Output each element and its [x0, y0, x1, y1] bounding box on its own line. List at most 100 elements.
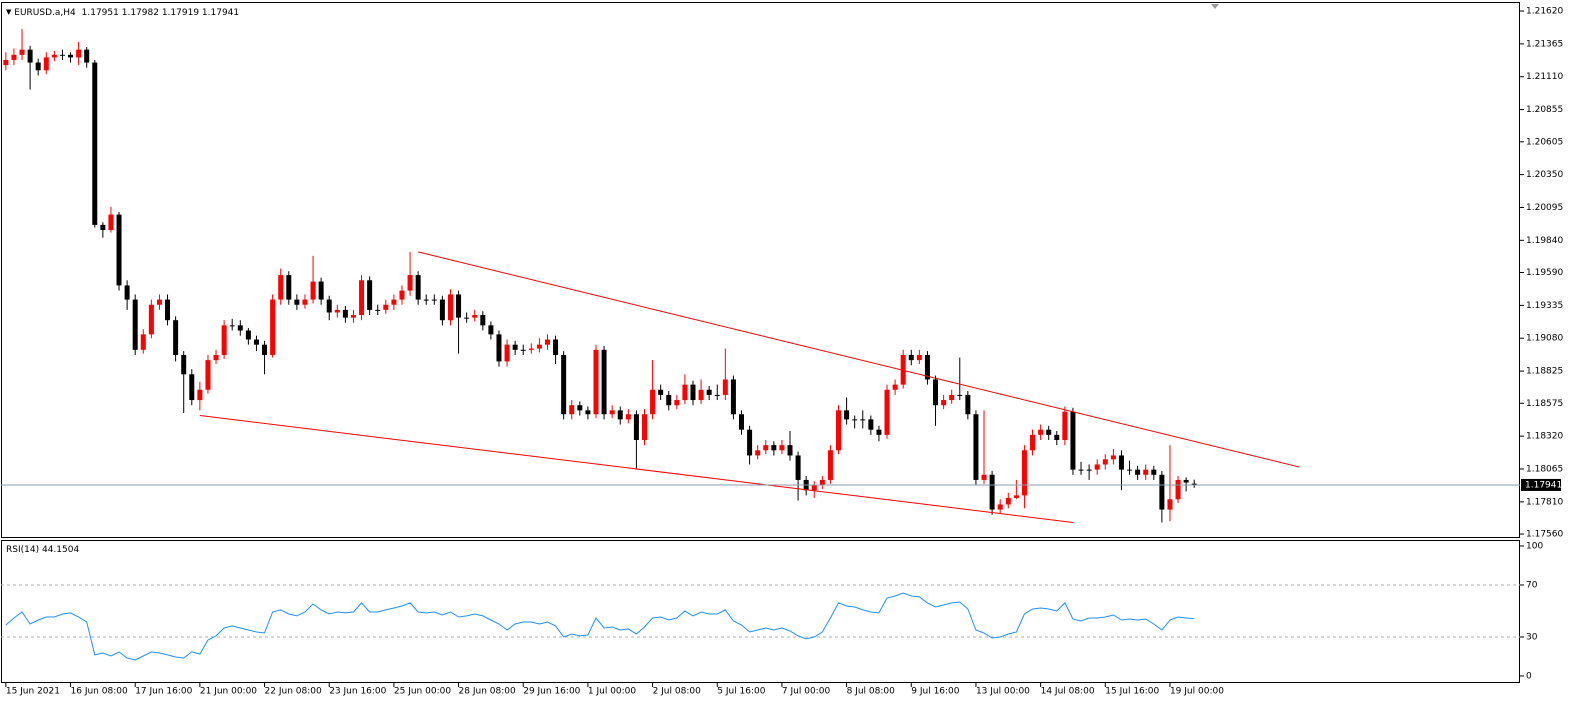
- candle-body: [1167, 499, 1173, 510]
- y-tick-label: 1.21365: [1526, 39, 1563, 49]
- candle-body: [504, 344, 510, 362]
- x-tick-label: 8 Jul 08:00: [847, 687, 896, 697]
- x-tick-label: 15 Jul 16:00: [1105, 687, 1159, 697]
- candle-body: [423, 299, 429, 301]
- y-tick-label: 1.19335: [1526, 301, 1563, 311]
- candle-body: [43, 57, 49, 71]
- y-tick-label: 1.19590: [1526, 268, 1563, 278]
- y-tick-label: 1.20605: [1526, 137, 1563, 147]
- candle-body: [933, 379, 939, 406]
- candle-body: [1021, 450, 1027, 496]
- y-tick-label: 1.19080: [1526, 334, 1563, 344]
- candle-body: [811, 485, 817, 491]
- candle-body: [1054, 434, 1060, 440]
- candle-body: [722, 379, 728, 395]
- candle-body: [245, 330, 251, 340]
- x-tick-label: 5 Jul 16:00: [717, 687, 766, 697]
- shift-marker: [1211, 4, 1219, 9]
- x-tick-label: 1 Jul 00:00: [588, 687, 637, 697]
- candle-body: [3, 59, 9, 66]
- candle-body: [342, 309, 348, 318]
- y-tick-label: 1.20350: [1526, 170, 1563, 180]
- candle-body: [561, 354, 567, 415]
- candle-body: [827, 450, 833, 480]
- candle-body: [124, 285, 130, 300]
- candle-body: [908, 354, 914, 361]
- candle-body: [399, 290, 405, 300]
- candle-body: [609, 410, 615, 415]
- candle-body: [981, 474, 987, 480]
- candle-body: [1127, 469, 1133, 471]
- x-tick-label: 25 Jun 00:00: [394, 687, 451, 697]
- candle-body: [1078, 469, 1084, 471]
- candle-body: [310, 281, 316, 300]
- candle-body: [973, 414, 979, 480]
- rsi-title: RSI(14): [6, 545, 39, 555]
- candle-body: [286, 275, 292, 300]
- trendline: [199, 415, 1074, 523]
- candle-body: [165, 299, 171, 321]
- candle-body: [262, 344, 268, 355]
- candle-body: [900, 354, 906, 385]
- x-tick-label: 21 Jun 00:00: [200, 687, 257, 697]
- y-tick-label: 100: [1526, 541, 1543, 551]
- rsi-header: RSI(14) 44.1504: [6, 545, 79, 555]
- candle-body: [84, 49, 90, 63]
- candle-body: [100, 224, 106, 231]
- candle-body: [488, 325, 494, 335]
- candle-body: [1030, 434, 1036, 451]
- candle-body: [755, 450, 761, 456]
- x-tick-label: 13 Jul 00:00: [976, 687, 1030, 697]
- candle-body: [68, 54, 74, 58]
- rsi-pane: [1, 540, 1520, 683]
- candle-body: [884, 389, 890, 435]
- candle-body: [197, 389, 203, 401]
- x-tick-label: 9 Jul 16:00: [911, 687, 960, 697]
- candle-body: [916, 354, 922, 361]
- candle-body: [431, 299, 437, 301]
- x-tick-label: 16 Jun 08:00: [71, 687, 128, 697]
- x-tick-label: 7 Jul 00:00: [782, 687, 831, 697]
- candle-body: [795, 455, 801, 480]
- candle-body: [1135, 469, 1141, 475]
- candle-body: [237, 325, 243, 331]
- candle-body: [520, 349, 526, 351]
- candle-body: [181, 354, 187, 375]
- candle-body: [76, 49, 82, 58]
- y-tick-label: 1.17810: [1526, 497, 1563, 507]
- candle-body: [294, 299, 300, 305]
- candle-body: [1038, 429, 1044, 435]
- x-tick-label: 19 Jul 00:00: [1170, 687, 1224, 697]
- candle-body: [650, 389, 656, 415]
- candle-body: [375, 309, 381, 311]
- y-tick-label: 1.21620: [1526, 7, 1563, 17]
- candle-body: [1175, 479, 1181, 500]
- candle-body: [383, 304, 389, 310]
- rsi-line: [5, 592, 1195, 661]
- candle-body: [625, 414, 631, 420]
- y-tick-label: 1.18320: [1526, 432, 1563, 442]
- candle-body: [1086, 469, 1092, 471]
- rsi-last-value: 44.1504: [42, 545, 79, 555]
- y-tick-label: 1.20855: [1526, 105, 1563, 115]
- candle-body: [658, 389, 664, 395]
- candle-body: [221, 325, 227, 355]
- candle-body: [1110, 455, 1116, 460]
- candle-body: [690, 384, 696, 401]
- candle-body: [666, 394, 672, 406]
- y-tick-label: 1.17560: [1526, 530, 1563, 540]
- candle-body: [391, 299, 397, 305]
- low-value: 1.17919: [162, 8, 199, 18]
- x-tick-label: 28 Jun 08:00: [459, 687, 516, 697]
- candle-body: [577, 405, 583, 411]
- candle-body: [213, 354, 219, 361]
- candle-body: [359, 280, 365, 316]
- candle-body: [836, 410, 842, 451]
- y-tick-label: 1.19840: [1526, 236, 1563, 246]
- candle-body: [326, 299, 332, 313]
- candle-body: [698, 389, 704, 401]
- open-value: 1.17951: [82, 8, 119, 18]
- candle-body: [706, 389, 712, 395]
- candle-body: [593, 349, 599, 415]
